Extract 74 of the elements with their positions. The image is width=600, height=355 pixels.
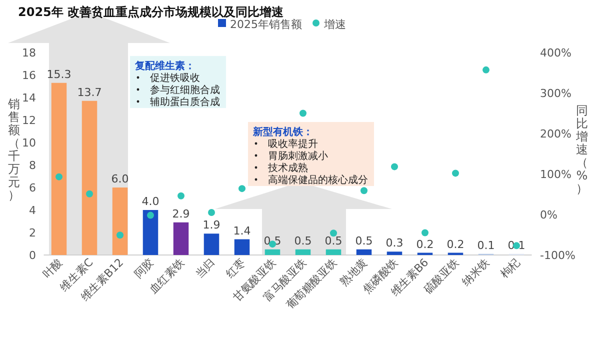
- data-label: 2.9: [172, 207, 190, 220]
- point: [56, 173, 62, 180]
- x-tick-label: 红枣: [223, 256, 248, 281]
- bar: [356, 249, 372, 255]
- data-label: 15.3: [46, 68, 72, 81]
- point: [360, 187, 368, 194]
- annotation: 高端保健品的核心成分: [268, 174, 368, 186]
- data-label: 0.5: [355, 234, 373, 248]
- annotation: 吸收率提升: [268, 138, 318, 150]
- y-axis-title: 销售额（千万元）: [7, 97, 20, 202]
- y2-tick-label: 0%: [540, 208, 558, 222]
- point: [482, 66, 490, 74]
- chart-title: 2025年 改善贫血重点成分市场规模以及同比增速: [18, 5, 285, 19]
- point: [147, 212, 154, 219]
- point: [116, 232, 124, 239]
- bar: [386, 252, 402, 255]
- data-label: 0.3: [386, 236, 404, 250]
- y2-tick-label: 300%: [540, 87, 572, 100]
- y2-tick-label: 400%: [540, 46, 572, 60]
- data-label: 0.2: [416, 238, 434, 251]
- bar: [112, 188, 128, 255]
- y-tick-label: 2: [29, 226, 36, 240]
- annotation: 辅助蛋白质合成: [150, 96, 220, 108]
- legend-label: 2025年销售额: [230, 18, 302, 31]
- y2-axis-title: 同比增速（%）: [575, 104, 588, 196]
- bar: [326, 249, 342, 255]
- bar: [173, 222, 189, 255]
- point: [238, 185, 246, 192]
- x-tick-label: 枸杞: [498, 256, 523, 281]
- point: [86, 190, 93, 198]
- bar: [51, 82, 67, 255]
- y-tick-label: 8: [29, 159, 36, 172]
- y-tick-label: 6: [29, 182, 36, 194]
- annotation: 复配维生素：: [134, 60, 195, 72]
- annotation: 参与红细胞合成: [150, 84, 220, 96]
- bar: [142, 210, 158, 255]
- bar: [234, 239, 250, 255]
- y-tick-label: 12: [22, 114, 36, 127]
- point: [208, 208, 215, 216]
- point: [452, 170, 459, 177]
- point: [391, 163, 398, 170]
- data-label: 0.5: [294, 234, 312, 248]
- data-label: 0.5: [324, 234, 342, 248]
- bar: [82, 100, 98, 255]
- y-tick-label: 18: [22, 46, 36, 60]
- data-label: 4.0: [142, 195, 160, 208]
- y-tick-label: 10: [22, 136, 36, 150]
- legend-label: 增速: [323, 18, 346, 31]
- data-label: 1.9: [202, 218, 220, 232]
- annotation: 胃肠刺激减小: [268, 150, 328, 162]
- y-tick-label: 14: [22, 92, 36, 104]
- point: [178, 192, 184, 200]
- y2-tick-label: 100%: [540, 168, 572, 181]
- data-label: 0.2: [446, 238, 464, 251]
- y2-tick-label: 200%: [540, 128, 572, 140]
- point: [300, 110, 306, 117]
- point: [422, 229, 428, 236]
- x-tick-label: 纳米铁: [460, 256, 492, 288]
- data-label: 6.0: [111, 172, 129, 186]
- y-tick-label: 16: [22, 69, 36, 82]
- data-label: 1.4: [233, 224, 251, 238]
- x-tick-label: 叶酸: [40, 256, 66, 281]
- bar: [295, 249, 311, 255]
- bar: [204, 234, 220, 255]
- x-tick-label: 阿胶: [132, 256, 157, 281]
- y2-tick-label: -100%: [540, 249, 576, 262]
- x-tick-label: 当归: [192, 256, 218, 281]
- annotation: 新型有机铁：: [252, 126, 313, 138]
- annotation: 促进铁吸收: [150, 72, 200, 84]
- y-tick-label: 0: [29, 249, 36, 262]
- data-label: 13.7: [77, 86, 102, 99]
- annotation: 技术成熟: [267, 162, 308, 174]
- y-tick-label: 4: [29, 204, 36, 217]
- data-label: 0.1: [477, 238, 495, 252]
